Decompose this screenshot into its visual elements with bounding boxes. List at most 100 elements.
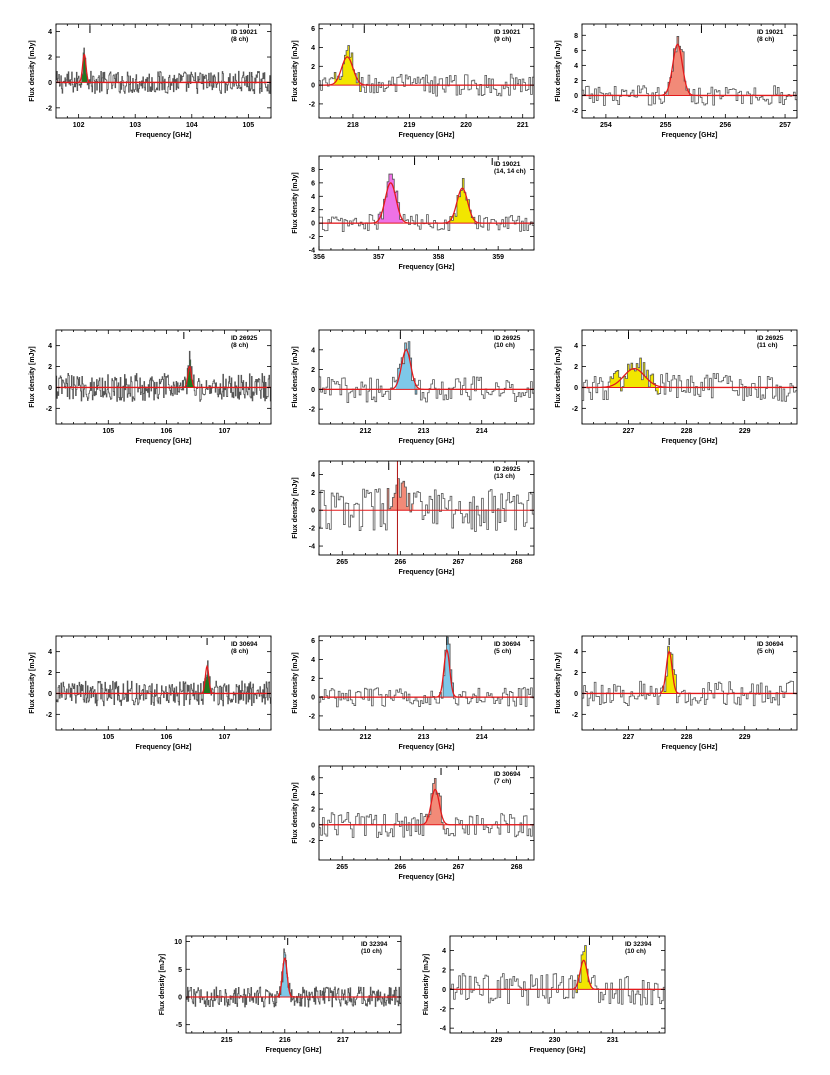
channel-count-label: (9 ch) xyxy=(494,36,511,43)
y-tick-label-2: 2 xyxy=(311,807,315,814)
source-id-label: ID 26925 xyxy=(757,335,784,342)
gaussian-fit xyxy=(582,650,797,695)
x-tick-label-0: 215 xyxy=(221,1037,233,1044)
spectrum-histogram xyxy=(186,948,401,1008)
channel-count-label: (5 ch) xyxy=(757,648,774,655)
x-axis-label: Frequency [GHz] xyxy=(398,744,454,751)
spectrum-panel-5: 105 106 107 -2 0 2 4 Frequency [GHz] Flux densit… xyxy=(29,329,272,445)
y-tick-label-1: -2 xyxy=(440,1006,446,1013)
source-id-label: ID 19021 xyxy=(757,29,784,36)
x-tick-label-2: 214 xyxy=(476,734,488,741)
source-id-label: ID 19021 xyxy=(231,29,258,36)
gaussian-fit xyxy=(56,53,271,84)
y-tick-label-1: 0 xyxy=(311,387,315,394)
gaussian-fit xyxy=(186,957,401,998)
spectrum-panel-1: 102 103 104 105 -2 0 2 4 Frequency [GHz] Flux den… xyxy=(29,23,272,139)
y-tick-label-0: -2 xyxy=(309,101,315,108)
gaussian-fit xyxy=(450,959,665,990)
plot-frame xyxy=(55,329,272,425)
x-axis-label: Frequency [GHz] xyxy=(265,1047,321,1054)
channel-count-label: (10 ch) xyxy=(625,948,646,955)
y-tick-label-3: 4 xyxy=(48,343,52,350)
y-tick-label-2: 2 xyxy=(48,670,52,677)
x-tick-label-2: 214 xyxy=(476,428,488,435)
line-channels xyxy=(575,945,592,993)
x-tick-label-0: 356 xyxy=(313,254,325,261)
x-tick-label-0: 102 xyxy=(73,122,85,129)
source-id-label: ID 30694 xyxy=(231,641,258,648)
y-tick-label-2: 0 xyxy=(311,508,315,515)
source-id-label: ID 30694 xyxy=(757,641,784,648)
spectrum-panel-13: 215 216 217 -5 0 5 10 Frequency [GHz] Flux densi… xyxy=(159,935,402,1054)
x-tick-label-1: 228 xyxy=(681,734,693,741)
spectrum-panel-14: 229 230 231 -4 -2 0 2 4 Frequency [GHz] Flux dens… xyxy=(423,935,666,1054)
y-tick-label-4: 6 xyxy=(311,775,315,782)
y-tick-label-2: 2 xyxy=(311,676,315,683)
x-axis-label: Frequency [GHz] xyxy=(398,874,454,881)
x-tick-label-1: 228 xyxy=(681,428,693,435)
x-axis-label: Frequency [GHz] xyxy=(661,132,717,139)
source-id-label: ID 30694 xyxy=(494,641,521,648)
y-tick-label-4: 4 xyxy=(311,472,315,479)
spectrum-panel-11: 227 228 229 -2 0 2 4 Frequency [GHz] Flux densit… xyxy=(555,635,798,751)
y-tick-label-1: 0 xyxy=(48,80,52,87)
x-tick-label-2: 231 xyxy=(607,1037,619,1044)
channel-count-label: (8 ch) xyxy=(231,342,248,349)
y-axis-label: Flux density [mJy] xyxy=(292,652,299,713)
line-channels xyxy=(425,778,445,830)
x-tick-label-1: 213 xyxy=(418,734,430,741)
y-tick-label-4: 6 xyxy=(311,638,315,645)
source-id-label: ID 32394 xyxy=(361,941,388,948)
y-tick-label-2: 2 xyxy=(311,367,315,374)
line-channels xyxy=(666,36,690,96)
gaussian-fit xyxy=(319,349,534,391)
channel-count-label: (11 ch) xyxy=(757,342,778,349)
y-tick-label-2: 2 xyxy=(48,55,52,62)
y-tick-label-0: -2 xyxy=(572,108,578,115)
y-axis-label: Flux density [mJy] xyxy=(29,652,36,713)
spectrum-histogram xyxy=(56,660,271,707)
y-tick-label-1: 0 xyxy=(574,93,578,100)
y-tick-label-2: 5 xyxy=(178,967,182,974)
y-tick-label-1: 0 xyxy=(574,385,578,392)
y-tick-label-1: 0 xyxy=(311,822,315,829)
x-tick-label-0: 105 xyxy=(102,428,114,435)
y-tick-label-1: 0 xyxy=(311,695,315,702)
x-tick-label-2: 104 xyxy=(186,122,198,129)
y-axis-label: Flux density [mJy] xyxy=(29,346,36,407)
x-axis-label: Frequency [GHz] xyxy=(661,438,717,445)
gaussian-fit xyxy=(319,56,534,86)
plot-frame xyxy=(318,765,535,861)
gaussian-fit xyxy=(56,365,271,389)
gaussian-fit xyxy=(582,367,797,389)
channel-count-label: (10 ch) xyxy=(361,948,382,955)
y-tick-label-2: 2 xyxy=(574,364,578,371)
x-axis-label: Frequency [GHz] xyxy=(135,438,191,445)
spectrum-panel-7: 227 228 229 -2 0 2 4 Frequency [GHz] Flux densit… xyxy=(555,329,798,445)
spectrum-histogram xyxy=(319,173,534,232)
x-tick-label-0: 265 xyxy=(336,559,348,566)
x-tick-label-3: 268 xyxy=(511,559,523,566)
x-tick-label-0: 105 xyxy=(102,734,114,741)
y-tick-label-1: -2 xyxy=(309,234,315,241)
y-tick-label-4: 6 xyxy=(574,48,578,55)
spectrum-panel-2: 218 219 220 221 -2 0 2 4 6 Frequency [GHz] Flux de… xyxy=(292,23,535,139)
x-tick-label-1: 106 xyxy=(161,428,173,435)
x-tick-label-2: 267 xyxy=(453,559,465,566)
x-tick-label-1: 216 xyxy=(279,1037,291,1044)
spectrum-panel-6: 212 213 214 -2 0 2 4 Frequency [GHz] Flux densit… xyxy=(292,329,535,445)
y-tick-label-0: -2 xyxy=(46,406,52,413)
y-axis-label: Flux density [mJy] xyxy=(555,40,562,101)
y-tick-label-0: -5 xyxy=(176,1022,182,1029)
spectrum-histogram xyxy=(56,47,271,95)
spectrum-histogram xyxy=(582,357,797,402)
x-axis-label: Frequency [GHz] xyxy=(398,569,454,576)
channel-count-label: (7 ch) xyxy=(494,778,511,785)
y-tick-label-5: 6 xyxy=(311,180,315,187)
x-tick-label-1: 106 xyxy=(161,734,173,741)
spectrum-histogram xyxy=(319,478,534,532)
y-tick-label-1: 0 xyxy=(178,994,182,1001)
y-axis-label: Flux density [mJy] xyxy=(555,652,562,713)
line-channels xyxy=(334,45,362,92)
y-tick-label-3: 4 xyxy=(311,657,315,664)
